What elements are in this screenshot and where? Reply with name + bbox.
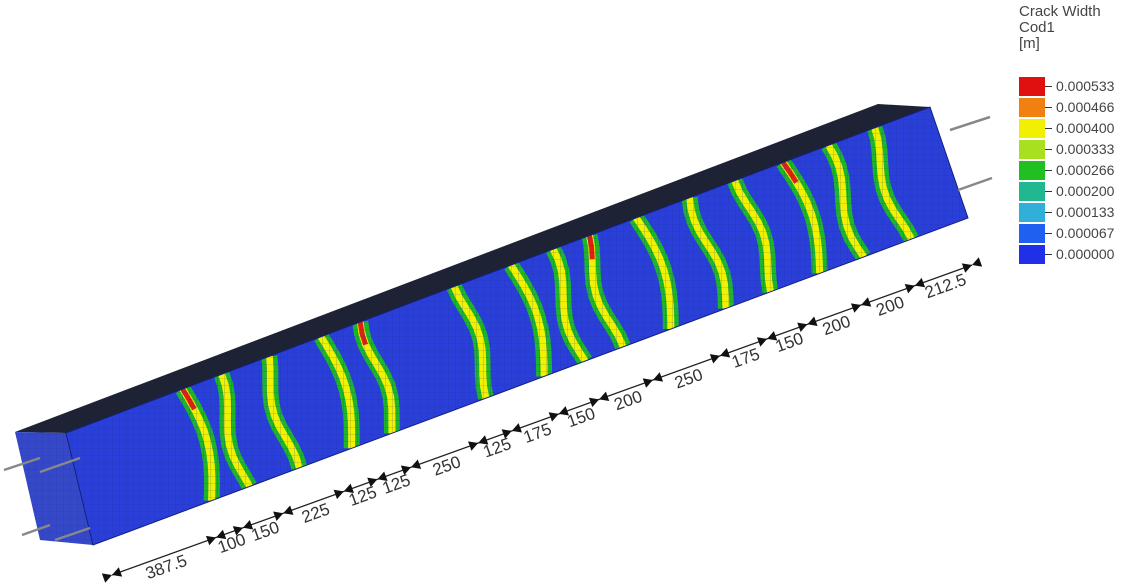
legend-entry: 0.000266 xyxy=(1019,161,1137,180)
legend-swatch xyxy=(1019,77,1045,96)
dimension-arrow xyxy=(588,391,610,408)
legend-entry: 0.000466 xyxy=(1019,98,1137,117)
legend-value: 0.000333 xyxy=(1056,141,1115,157)
legend-entry: 0.000067 xyxy=(1019,224,1137,243)
dimension-label: 225 xyxy=(299,499,332,526)
dimension-label: 150 xyxy=(565,404,598,431)
dimension-arrow xyxy=(333,483,354,500)
legend-value: 0.000200 xyxy=(1056,183,1115,199)
dimension-label: 250 xyxy=(430,452,463,479)
dimension-arrow xyxy=(904,277,926,294)
legend-swatch xyxy=(1019,119,1045,138)
legend-swatch xyxy=(1019,203,1045,222)
legend-swatch xyxy=(1019,224,1045,243)
dimension-arrow xyxy=(501,423,522,439)
legend-swatch xyxy=(1019,98,1045,117)
dimension-arrow xyxy=(205,529,227,546)
dimension-label: 200 xyxy=(820,312,853,339)
legend-entry: 0.000333 xyxy=(1019,140,1137,159)
legend-value: 0.000266 xyxy=(1056,162,1115,178)
dimension-label: 250 xyxy=(672,365,705,392)
support-rods xyxy=(3,115,993,542)
dimension-arrow xyxy=(797,316,818,333)
legend-entry: 0.000133 xyxy=(1019,203,1137,222)
dimension-label: 175 xyxy=(729,344,762,371)
dimension-label: 200 xyxy=(612,387,645,414)
dimension-label: 150 xyxy=(773,329,806,356)
crack-width-legend: Crack Width Cod1 [m] 0.000533 0.000466 0.0… xyxy=(1019,3,1137,264)
beam-top-face xyxy=(15,104,930,433)
dimension-arrow xyxy=(468,435,489,451)
dimension-label: 200 xyxy=(874,292,907,319)
dimension-arrow xyxy=(367,471,388,488)
dimension-arrow xyxy=(850,297,872,313)
legend-value: 0.000466 xyxy=(1056,99,1115,115)
legend-swatch xyxy=(1019,140,1045,159)
dimension-arrow xyxy=(232,520,254,536)
legend-entry: 0.000533 xyxy=(1019,77,1137,96)
dimension-arrow xyxy=(961,257,983,273)
dimension-label: 150 xyxy=(249,518,282,545)
dimension-arrow xyxy=(400,459,422,475)
legend-swatch xyxy=(1019,182,1045,201)
dimension-arrow xyxy=(642,372,664,388)
legend-title-line3: [m] xyxy=(1019,35,1040,52)
legend-title-line1: Crack Width xyxy=(1019,3,1101,20)
dimension-arrow xyxy=(548,406,569,422)
legend-swatch xyxy=(1019,161,1045,180)
legend-entry: 0.000200 xyxy=(1019,182,1137,201)
legend-value: 0.000067 xyxy=(1056,225,1115,241)
legend-title-line2: Cod1 xyxy=(1019,19,1055,36)
legend-swatch xyxy=(1019,245,1045,264)
legend-value: 0.000533 xyxy=(1056,78,1115,94)
legend-value: 0.000400 xyxy=(1056,120,1115,136)
dimension-arrow xyxy=(709,348,731,364)
legend-value: 0.000000 xyxy=(1056,246,1115,262)
dimension-arrow xyxy=(273,505,294,521)
legend-value: 0.000133 xyxy=(1056,204,1115,220)
legend-entry: 0.000000 xyxy=(1019,245,1137,264)
legend-entry: 0.000400 xyxy=(1019,119,1137,138)
dimension-label: 175 xyxy=(521,419,554,446)
dimension-arrow xyxy=(756,331,778,347)
dimension-arrow xyxy=(101,567,123,583)
